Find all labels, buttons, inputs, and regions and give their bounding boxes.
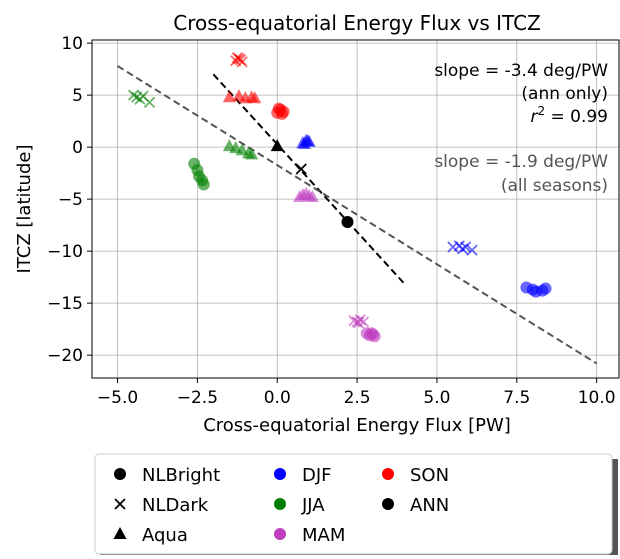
marker-circle [382,468,394,480]
legend-label: NLBright [142,465,220,486]
marker-circle [114,468,126,480]
marker-circle [341,216,354,228]
x-tick-label: 10.0 [578,388,616,408]
annotation-part: 2 [537,104,545,118]
y-tick-label: −5 [58,190,83,210]
x-tick-label: 2.5 [344,388,371,408]
marker-triangle [222,90,236,103]
legend-label: JJA [301,495,325,516]
x-axis-label: Cross-equatorial Energy Flux [PW] [203,415,511,436]
marker-x [353,317,365,329]
annotation: (ann only) [521,84,608,104]
x-tick-label: 5.0 [423,388,450,408]
legend-label: MAM [302,525,345,546]
marker-triangle [248,91,262,104]
marker-x [114,498,126,510]
legend-label: ANN [410,495,449,516]
y-tick-label: −10 [47,242,83,262]
marker-circle [197,178,210,191]
legend-label: SON [410,465,449,486]
marker-x [466,244,478,256]
x-tick-label: 7.5 [503,388,530,408]
annotation-part: = 0.99 [545,107,608,127]
fit-line [117,65,598,365]
marker-x [295,163,307,175]
y-axis-label: ITCZ [latitude] [14,145,35,274]
y-tick-label: 10 [61,34,83,54]
marker-circle [274,498,286,510]
legend-box [94,453,613,555]
marker-circle [382,498,394,510]
annotation: (all seasons) [501,176,608,196]
x-tick-label: −2.5 [177,388,218,408]
marker-circle [365,327,378,340]
legend-label: DJF [302,465,332,486]
y-tick-label: 5 [72,86,83,106]
y-tick-label: −15 [47,294,83,314]
marker-x [143,96,156,109]
fit-line [212,73,406,286]
annotation: slope = -1.9 deg/PW [434,152,608,172]
y-tick-label: −20 [47,346,83,366]
marker-x [460,241,472,253]
marker-triangle [245,147,259,160]
annotation: r2 = 0.99 [530,104,608,127]
y-tick-label: 0 [72,138,83,158]
chart-title: Cross-equatorial Energy Flux vs ITCZ [173,11,541,35]
marker-circle [539,282,552,295]
plot-frame [91,39,620,379]
marker-circle [274,528,286,540]
marker-circle [276,107,289,120]
marker-triangle [113,527,127,539]
legend-label: NLDark [142,495,209,516]
annotation: slope = -3.4 deg/PW [434,61,608,81]
x-tick-label: −5.0 [97,388,138,408]
marker-circle [274,468,286,480]
x-tick-label: 0.0 [264,388,291,408]
marker-triangle [305,190,319,203]
marker-triangle [270,139,284,152]
marker-triangle [301,133,315,146]
annotation-part: r [530,107,538,127]
marker-x [234,54,247,66]
legend-label: Aqua [142,525,188,546]
